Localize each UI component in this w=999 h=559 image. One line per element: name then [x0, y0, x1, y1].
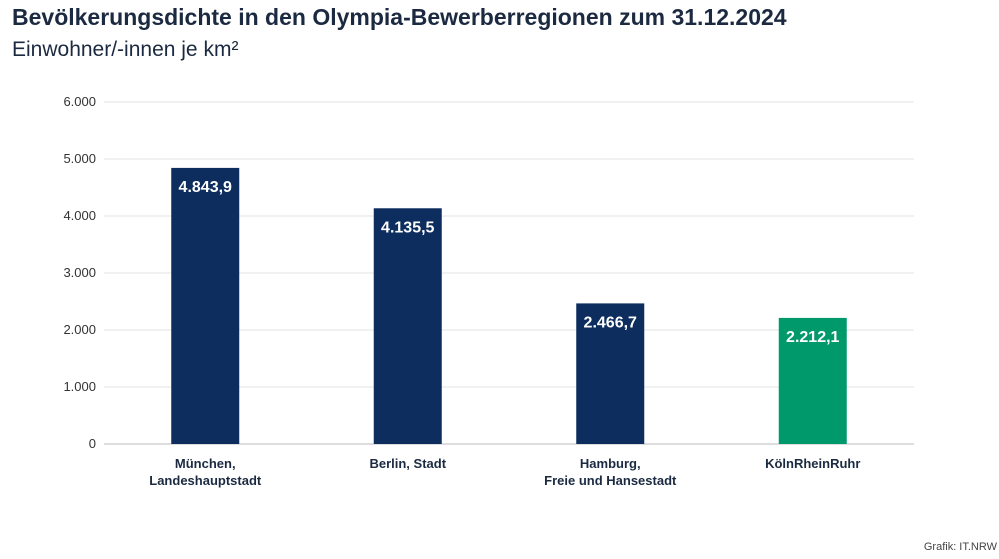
y-tick-label: 3.000 [63, 265, 96, 280]
source-credit: Grafik: IT.NRW [923, 541, 997, 553]
y-tick-label: 4.000 [63, 208, 96, 223]
x-tick-label: KölnRheinRuhr [765, 456, 860, 471]
bar [576, 303, 645, 444]
bar-chart: 0 1.000 2.000 3.000 4.000 5.000 6.000 4.843,9 Mü… [63, 94, 914, 488]
x-tick-label: München, [175, 456, 236, 471]
data-label: 4.843,9 [179, 179, 232, 196]
y-tick-label: 6.000 [63, 94, 96, 109]
x-tick-label: Hamburg, [580, 456, 641, 471]
bar [171, 167, 240, 444]
y-tick-label: 5.000 [63, 151, 96, 166]
data-label: 4.135,5 [381, 219, 434, 236]
y-tick-label: 2.000 [63, 322, 96, 337]
x-tick-label: Landeshauptstadt [149, 473, 262, 488]
data-label: 2.212,1 [786, 329, 839, 346]
y-tick-label: 0 [89, 436, 96, 451]
chart-subtitle: Einwohner/-innen je km² [12, 38, 239, 61]
chart-title: Bevölkerungsdichte in den Olympia-Bewerb… [12, 4, 787, 30]
x-tick-label: Freie und Hansestadt [544, 473, 677, 488]
bar [373, 208, 442, 444]
x-tick-label: Berlin, Stadt [369, 456, 446, 471]
data-label: 2.466,7 [584, 314, 637, 331]
y-tick-label: 1.000 [63, 379, 96, 394]
bar [778, 317, 847, 444]
